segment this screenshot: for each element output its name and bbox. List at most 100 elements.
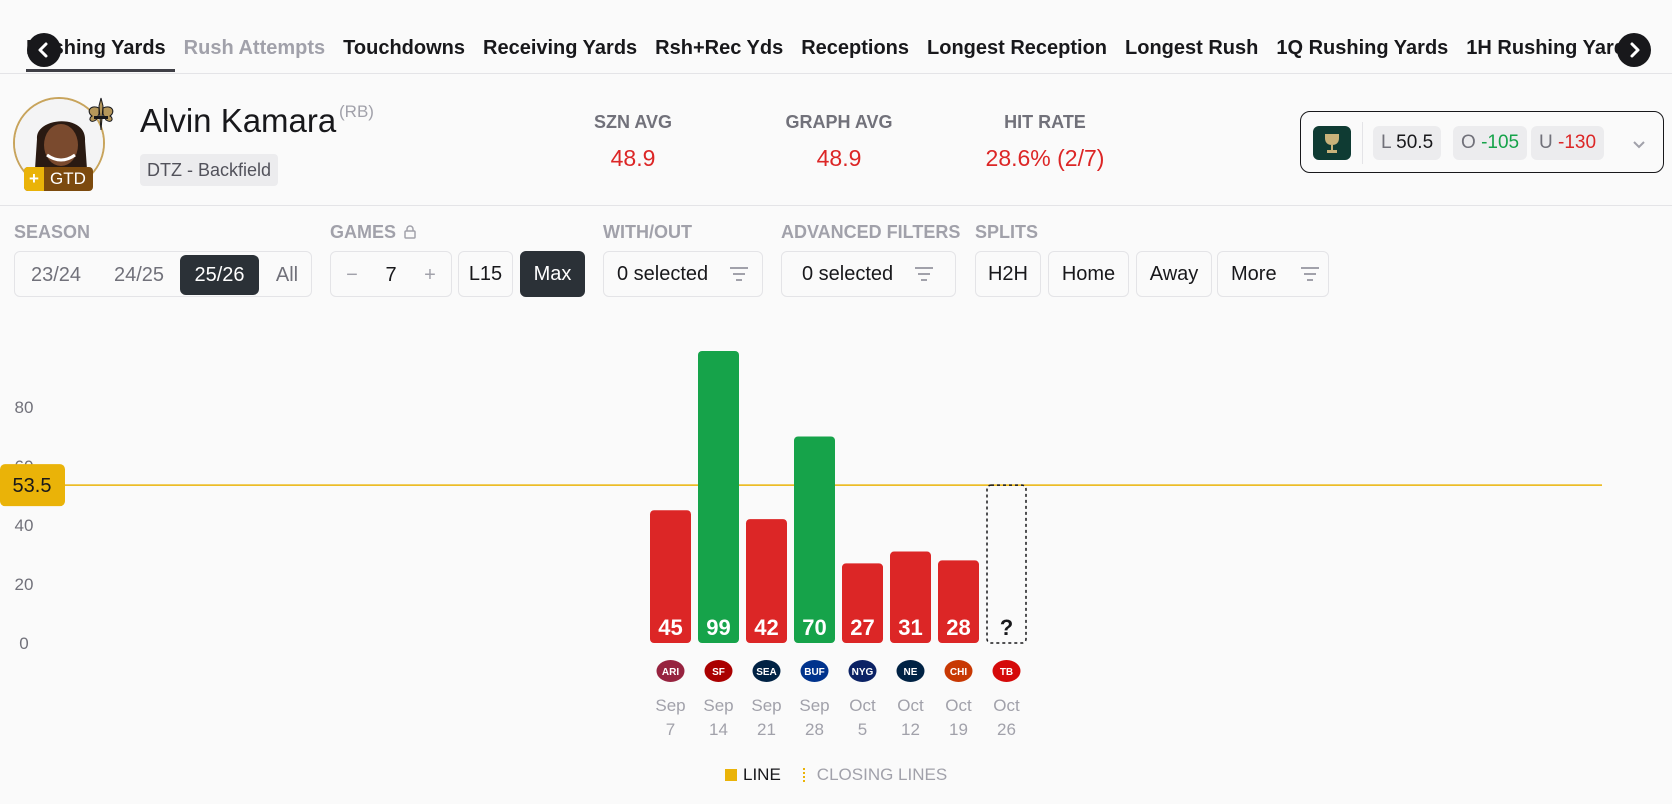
game-bar[interactable] bbox=[650, 510, 691, 643]
game-bar[interactable] bbox=[938, 560, 979, 643]
season-label: SEASON bbox=[14, 221, 91, 242]
bar-value-label: 42 bbox=[754, 615, 778, 640]
closing-lines-legend-swatch bbox=[802, 768, 811, 782]
opponent-abbreviation: NYG bbox=[852, 667, 874, 678]
under-label: U bbox=[1539, 132, 1553, 153]
season-option-23-24[interactable]: 23/24 bbox=[30, 264, 82, 286]
advanced-filters-dropdown[interactable]: 0 selected bbox=[781, 251, 956, 297]
game-bar[interactable] bbox=[890, 551, 931, 643]
split-away-button[interactable]: Away bbox=[1136, 251, 1212, 297]
bar-value-label: 70 bbox=[802, 615, 826, 640]
chevron-right-icon bbox=[1630, 42, 1640, 58]
prop-line-value-label: 53.5 bbox=[13, 475, 52, 497]
y-axis-tick-label: 0 bbox=[19, 634, 28, 653]
games-increment-button[interactable]: + bbox=[424, 264, 436, 286]
divider bbox=[1362, 122, 1363, 164]
tab-rushing-yards[interactable]: Rushing Yards bbox=[26, 0, 175, 74]
lock-icon bbox=[404, 225, 416, 239]
game-bar[interactable] bbox=[842, 563, 883, 643]
game-bar[interactable] bbox=[698, 350, 739, 643]
split-h2h-button[interactable]: H2H bbox=[975, 251, 1041, 297]
with-without-dropdown[interactable]: 0 selected bbox=[603, 251, 763, 297]
season-filter: SEASON 23/24 24/25 25/26 All bbox=[14, 221, 312, 297]
tab-longest-rush[interactable]: Longest Rush bbox=[1125, 37, 1259, 59]
max-games-button[interactable]: Max bbox=[520, 251, 585, 297]
tab-rush-attempts[interactable]: Rush Attempts bbox=[183, 37, 326, 59]
game-date-month: Oct bbox=[945, 696, 972, 715]
chevron-left-icon bbox=[38, 42, 48, 58]
game-date-day: 7 bbox=[666, 720, 675, 739]
opponent-abbreviation: TB bbox=[1000, 667, 1013, 678]
prop-line-marker[interactable] bbox=[0, 464, 65, 507]
tab-1h-rushing-yards[interactable]: 1H Rushing Yards bbox=[1466, 37, 1626, 59]
season-segmented-control: 23/24 24/25 25/26 All bbox=[14, 251, 312, 297]
injury-status-badge[interactable]: + GTD bbox=[24, 167, 93, 191]
season-option-24-25[interactable]: 24/25 bbox=[113, 264, 165, 286]
opponent-logo-tb bbox=[992, 660, 1021, 682]
game-date-month: Sep bbox=[799, 696, 829, 715]
injury-plus-icon: + bbox=[24, 167, 44, 191]
opponent-abbreviation: CHI bbox=[950, 667, 967, 678]
under-odds-pill[interactable]: U -130 bbox=[1531, 126, 1605, 160]
opponent-logo-buf bbox=[800, 660, 829, 682]
split-more-button[interactable]: More bbox=[1217, 251, 1329, 297]
season-option-all[interactable]: All bbox=[275, 264, 299, 286]
trophy-icon bbox=[1325, 134, 1339, 153]
season-average-stat: SZN AVG 48.9 bbox=[591, 112, 675, 172]
rushing-yards-chart: 02040608053.545ARISep799SFSep1442SEASep2… bbox=[0, 350, 1602, 739]
player-name: Alvin Kamara bbox=[140, 102, 337, 139]
bar-value-label: 31 bbox=[898, 615, 922, 640]
with-without-label: WITH/OUT bbox=[603, 221, 692, 242]
game-bar[interactable] bbox=[794, 436, 835, 644]
line-legend-label: LINE bbox=[743, 765, 781, 784]
game-bar[interactable] bbox=[746, 519, 787, 643]
stat-label: SZN AVG bbox=[593, 112, 672, 132]
y-axis-tick-label: 80 bbox=[15, 398, 34, 417]
line-value-pill[interactable]: L 50.5 bbox=[1373, 126, 1442, 160]
games-count-value[interactable]: 7 bbox=[385, 264, 397, 286]
bar-value-label: 45 bbox=[658, 615, 682, 640]
splits-filter: SPLITS H2H Home Away More bbox=[975, 221, 1329, 297]
chart-legend: LINE CLOSING LINES bbox=[725, 765, 947, 785]
split-more-label: More bbox=[1231, 263, 1277, 285]
prop-tabs: Rushing Yards Rush Attempts Touchdowns Rece… bbox=[26, 0, 1626, 74]
stat-value: 28.6% (2/7) bbox=[985, 145, 1105, 171]
tab-longest-reception[interactable]: Longest Reception bbox=[927, 37, 1108, 59]
chevron-down-icon[interactable] bbox=[1629, 134, 1649, 154]
advanced-filters-label: ADVANCED FILTERS bbox=[781, 221, 961, 242]
filter-icon bbox=[915, 267, 933, 281]
scroll-left-button[interactable] bbox=[27, 33, 61, 67]
last-15-button[interactable]: L15 bbox=[458, 251, 513, 297]
player-header: + GTD Alvin Kamara (RB) DTZ - Backfield … bbox=[0, 74, 1672, 206]
player-position: (RB) bbox=[339, 102, 374, 121]
betting-line-selector[interactable]: L 50.5 O -105 U -130 bbox=[1300, 111, 1664, 173]
line-legend-swatch bbox=[725, 769, 737, 781]
games-decrement-button[interactable]: − bbox=[346, 264, 358, 286]
game-date-month: Sep bbox=[703, 696, 733, 715]
filter-icon bbox=[730, 267, 748, 281]
scroll-right-button[interactable] bbox=[1617, 33, 1651, 67]
line-value: 50.5 bbox=[1396, 132, 1434, 153]
hit-rate-stat: HIT RATE 28.6% (2/7) bbox=[975, 112, 1115, 172]
stat-label: HIT RATE bbox=[1004, 112, 1086, 132]
depth-chart-badge[interactable]: DTZ - Backfield bbox=[140, 154, 279, 186]
opponent-logo-sea bbox=[752, 660, 781, 682]
season-option-25-26[interactable]: 25/26 bbox=[180, 255, 259, 295]
opponent-logo-ne bbox=[896, 660, 925, 682]
tab-rsh-rec-yds[interactable]: Rsh+Rec Yds bbox=[655, 37, 784, 59]
tab-receptions[interactable]: Receptions bbox=[801, 37, 910, 59]
game-date-month: Sep bbox=[655, 696, 685, 715]
line-label: L bbox=[1381, 132, 1391, 153]
game-date-day: 12 bbox=[901, 720, 920, 739]
closing-lines-legend-label[interactable]: CLOSING LINES bbox=[816, 765, 948, 784]
advanced-filters-value: 0 selected bbox=[802, 263, 894, 285]
tab-touchdowns[interactable]: Touchdowns bbox=[343, 37, 465, 59]
tab-receiving-yards[interactable]: Receiving Yards bbox=[483, 37, 638, 59]
stat-label: GRAPH AVG bbox=[785, 112, 893, 132]
bar-value-label: 28 bbox=[946, 615, 970, 640]
over-label: O bbox=[1461, 132, 1476, 153]
sportsbook-logo[interactable] bbox=[1313, 126, 1351, 160]
split-home-button[interactable]: Home bbox=[1048, 251, 1129, 297]
tab-1q-rushing-yards[interactable]: 1Q Rushing Yards bbox=[1276, 37, 1449, 59]
over-odds-pill[interactable]: O -105 bbox=[1453, 126, 1528, 160]
